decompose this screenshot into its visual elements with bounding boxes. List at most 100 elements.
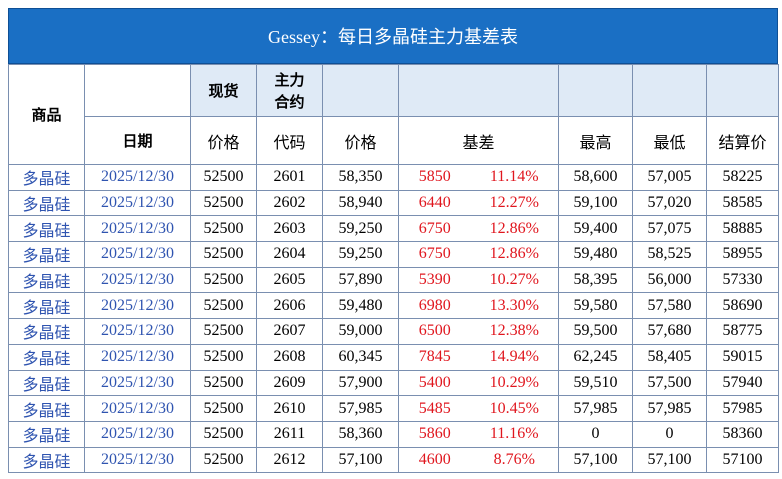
cell: 57,005 [632,164,707,191]
row: 多晶硅 2025/12/30 52500 2611 58,360 5860 11.16% 0 0… [8,420,779,448]
cell: 多晶硅 [8,266,85,294]
cell: 57,500 [632,369,707,397]
row: 多晶硅 2025/12/30 52500 2605 57,890 5390 10.27% 58… [8,266,779,294]
cell: 58,600 [558,164,633,191]
cell: 59,480 [558,241,633,268]
cell: 57,100 [558,446,633,474]
cell: 2025/12/30 [84,318,191,345]
cell: 2025/12/30 [84,215,191,243]
cell: 58,350 [322,164,399,191]
cell: 多晶硅 [8,241,85,268]
cell: 5485 [398,395,471,422]
cell: 2025/12/30 [84,266,191,294]
cell: 58,360 [322,420,399,448]
cell: 2603 [256,215,323,243]
basis-table: 商品 现货 主力合约 日期 价格 代码 价格 基差 最高 最低 结算价 多晶硅 2… [8,64,779,474]
row: 多晶硅 2025/12/30 52500 2601 58,350 5850 11.14% 58… [8,164,779,191]
header-cell: 价格 [190,116,257,165]
cell: 11.16% [470,420,559,448]
header-cell [398,64,559,117]
cell: 6750 [398,215,471,243]
cell: 58955 [706,241,779,268]
cell: 5860 [398,420,471,448]
cell: 58,525 [632,241,707,268]
row: 多晶硅 2025/12/30 52500 2607 59,000 6500 12.38% 59… [8,318,779,345]
cell: 57940 [706,369,779,397]
cell: 5850 [398,164,471,191]
cell: 6440 [398,189,471,217]
cell: 5390 [398,266,471,294]
cell: 58,405 [632,343,707,371]
row: 多晶硅 2025/12/30 52500 2612 57,100 4600 8.76% 57,… [8,446,779,474]
cell: 58225 [706,164,779,191]
cell: 12.27% [470,189,559,217]
header-cell [84,64,191,117]
cell: 多晶硅 [8,164,85,191]
cell: 2025/12/30 [84,343,191,371]
cell: 59015 [706,343,779,371]
header-cell: 价格 [322,116,399,165]
cell: 多晶硅 [8,215,85,243]
cell: 6750 [398,241,471,268]
cell: 多晶硅 [8,189,85,217]
header-cell: 最低 [632,116,707,165]
cell: 59,500 [558,318,633,345]
cell: 10.27% [470,266,559,294]
cell: 2025/12/30 [84,369,191,397]
cell: 2611 [256,420,323,448]
row: 多晶硅 2025/12/30 52500 2603 59,250 6750 12.86% 59… [8,215,779,243]
cell: 2607 [256,318,323,345]
cell: 5400 [398,369,471,397]
cell: 57,075 [632,215,707,243]
header-cell [322,64,399,117]
cell: 57100 [706,446,779,474]
cell: 59,000 [322,318,399,345]
cell: 0 [558,420,633,448]
cell: 2025/12/30 [84,292,191,320]
cell: 52500 [190,266,257,294]
cell: 2602 [256,189,323,217]
cell: 56,000 [632,266,707,294]
cell: 2025/12/30 [84,395,191,422]
cell: 52500 [190,189,257,217]
cell: 59,480 [322,292,399,320]
cell: 59,250 [322,241,399,268]
cell: 多晶硅 [8,420,85,448]
cell: 2606 [256,292,323,320]
cell: 12.86% [470,215,559,243]
report: Gessey：每日多晶硅主力基差表 商品 现货 主力合约 日期 价格 代码 价格… [8,8,779,474]
header-cell: 代码 [256,116,323,165]
cell: 多晶硅 [8,446,85,474]
cell: 2025/12/30 [84,189,191,217]
cell: 57,100 [322,446,399,474]
row: 多晶硅 2025/12/30 52500 2610 57,985 5485 10.45% 57… [8,395,779,422]
row: 多晶硅 2025/12/30 52500 2609 57,900 5400 10.29% 59… [8,369,779,397]
cell: 57,985 [558,395,633,422]
cell: 52500 [190,343,257,371]
header-cell [558,64,633,117]
cell: 52500 [190,215,257,243]
cell: 6980 [398,292,471,320]
cell: 2605 [256,266,323,294]
cell: 52500 [190,292,257,320]
cell: 52500 [190,420,257,448]
cell: 59,100 [558,189,633,217]
header-cell: 结算价 [706,116,779,165]
cell: 57,985 [632,395,707,422]
cell: 6500 [398,318,471,345]
header-cell: 基差 [398,116,559,165]
cell: 52500 [190,446,257,474]
cell: 多晶硅 [8,343,85,371]
cell: 57985 [706,395,779,422]
row: 多晶硅 2025/12/30 52500 2602 58,940 6440 12.27% 59… [8,189,779,217]
cell: 12.86% [470,241,559,268]
cell: 59,580 [558,292,633,320]
row: 多晶硅 2025/12/30 52500 2608 60,345 7845 14.94% 62… [8,343,779,371]
cell: 2025/12/30 [84,241,191,268]
cell: 多晶硅 [8,369,85,397]
cell: 10.45% [470,395,559,422]
header-cell: 最高 [558,116,633,165]
header-cell: 现货 [190,64,257,117]
cell: 57,680 [632,318,707,345]
